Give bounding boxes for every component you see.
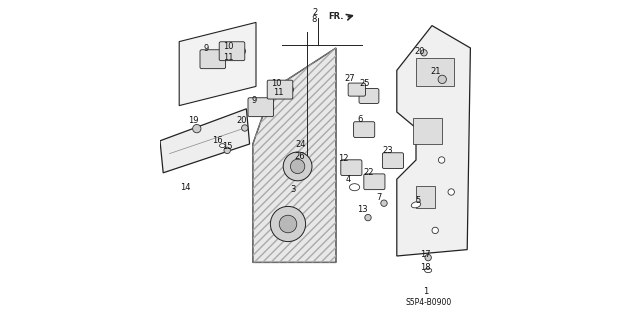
Text: 17: 17 (420, 250, 430, 259)
Text: 6: 6 (357, 115, 363, 124)
Circle shape (279, 215, 297, 233)
Polygon shape (416, 58, 454, 86)
Text: 11: 11 (223, 53, 234, 62)
Text: 27: 27 (344, 74, 355, 83)
Circle shape (257, 103, 265, 111)
FancyBboxPatch shape (219, 42, 245, 61)
Circle shape (371, 178, 378, 186)
Text: 20: 20 (236, 116, 247, 125)
Text: S5P4-B0900: S5P4-B0900 (406, 298, 452, 307)
Circle shape (425, 254, 431, 261)
Circle shape (193, 124, 201, 133)
Circle shape (421, 50, 428, 56)
Circle shape (286, 86, 293, 93)
Text: 18: 18 (420, 263, 430, 272)
Circle shape (360, 126, 368, 133)
FancyBboxPatch shape (383, 153, 404, 169)
Text: 21: 21 (431, 67, 441, 76)
Text: FR.: FR. (328, 12, 344, 20)
Circle shape (238, 47, 246, 55)
Text: 11: 11 (273, 88, 284, 97)
Text: 3: 3 (290, 185, 296, 194)
Text: 12: 12 (338, 154, 348, 163)
Text: 14: 14 (180, 183, 191, 192)
Text: 25: 25 (359, 79, 369, 88)
Polygon shape (253, 48, 336, 262)
Text: 4: 4 (346, 175, 351, 184)
Circle shape (276, 86, 284, 93)
FancyBboxPatch shape (200, 50, 226, 69)
FancyBboxPatch shape (354, 122, 375, 138)
Text: 19: 19 (188, 116, 199, 124)
Text: 5: 5 (415, 196, 420, 204)
Text: 16: 16 (212, 136, 222, 145)
Circle shape (448, 189, 454, 195)
Circle shape (284, 152, 312, 181)
Ellipse shape (412, 202, 420, 208)
Text: 10: 10 (271, 79, 282, 88)
Circle shape (365, 92, 372, 100)
Circle shape (270, 206, 306, 242)
Text: 22: 22 (364, 168, 374, 177)
Circle shape (365, 214, 371, 221)
Text: 2: 2 (312, 8, 317, 17)
Polygon shape (416, 186, 435, 208)
FancyBboxPatch shape (359, 89, 379, 103)
Circle shape (242, 125, 248, 131)
Text: 23: 23 (383, 146, 393, 155)
Polygon shape (397, 26, 470, 256)
FancyBboxPatch shape (348, 83, 365, 96)
Text: 1: 1 (423, 287, 428, 296)
Circle shape (219, 56, 226, 62)
Ellipse shape (349, 184, 360, 191)
Circle shape (224, 147, 230, 154)
Text: 13: 13 (357, 205, 368, 214)
Polygon shape (413, 118, 442, 144)
Polygon shape (179, 22, 256, 106)
Circle shape (432, 227, 438, 234)
Text: 9: 9 (252, 96, 257, 105)
Circle shape (209, 55, 216, 63)
Circle shape (291, 159, 305, 173)
Circle shape (389, 157, 397, 164)
Text: 24: 24 (295, 140, 305, 149)
Text: 8: 8 (312, 15, 317, 24)
Circle shape (348, 164, 355, 172)
Circle shape (381, 200, 387, 206)
Polygon shape (160, 109, 250, 173)
FancyBboxPatch shape (248, 98, 274, 117)
Text: 9: 9 (204, 44, 209, 52)
Circle shape (228, 47, 236, 55)
FancyBboxPatch shape (268, 80, 292, 99)
Ellipse shape (220, 144, 225, 148)
Ellipse shape (425, 268, 431, 273)
Text: 20: 20 (414, 47, 424, 56)
Circle shape (268, 104, 274, 110)
Text: 10: 10 (223, 42, 234, 51)
Circle shape (353, 86, 361, 93)
Text: 26: 26 (295, 152, 305, 161)
FancyBboxPatch shape (364, 174, 385, 190)
Circle shape (438, 75, 447, 84)
Text: 7: 7 (376, 193, 381, 202)
Circle shape (438, 157, 445, 163)
FancyBboxPatch shape (340, 160, 362, 176)
Text: 15: 15 (223, 142, 233, 151)
